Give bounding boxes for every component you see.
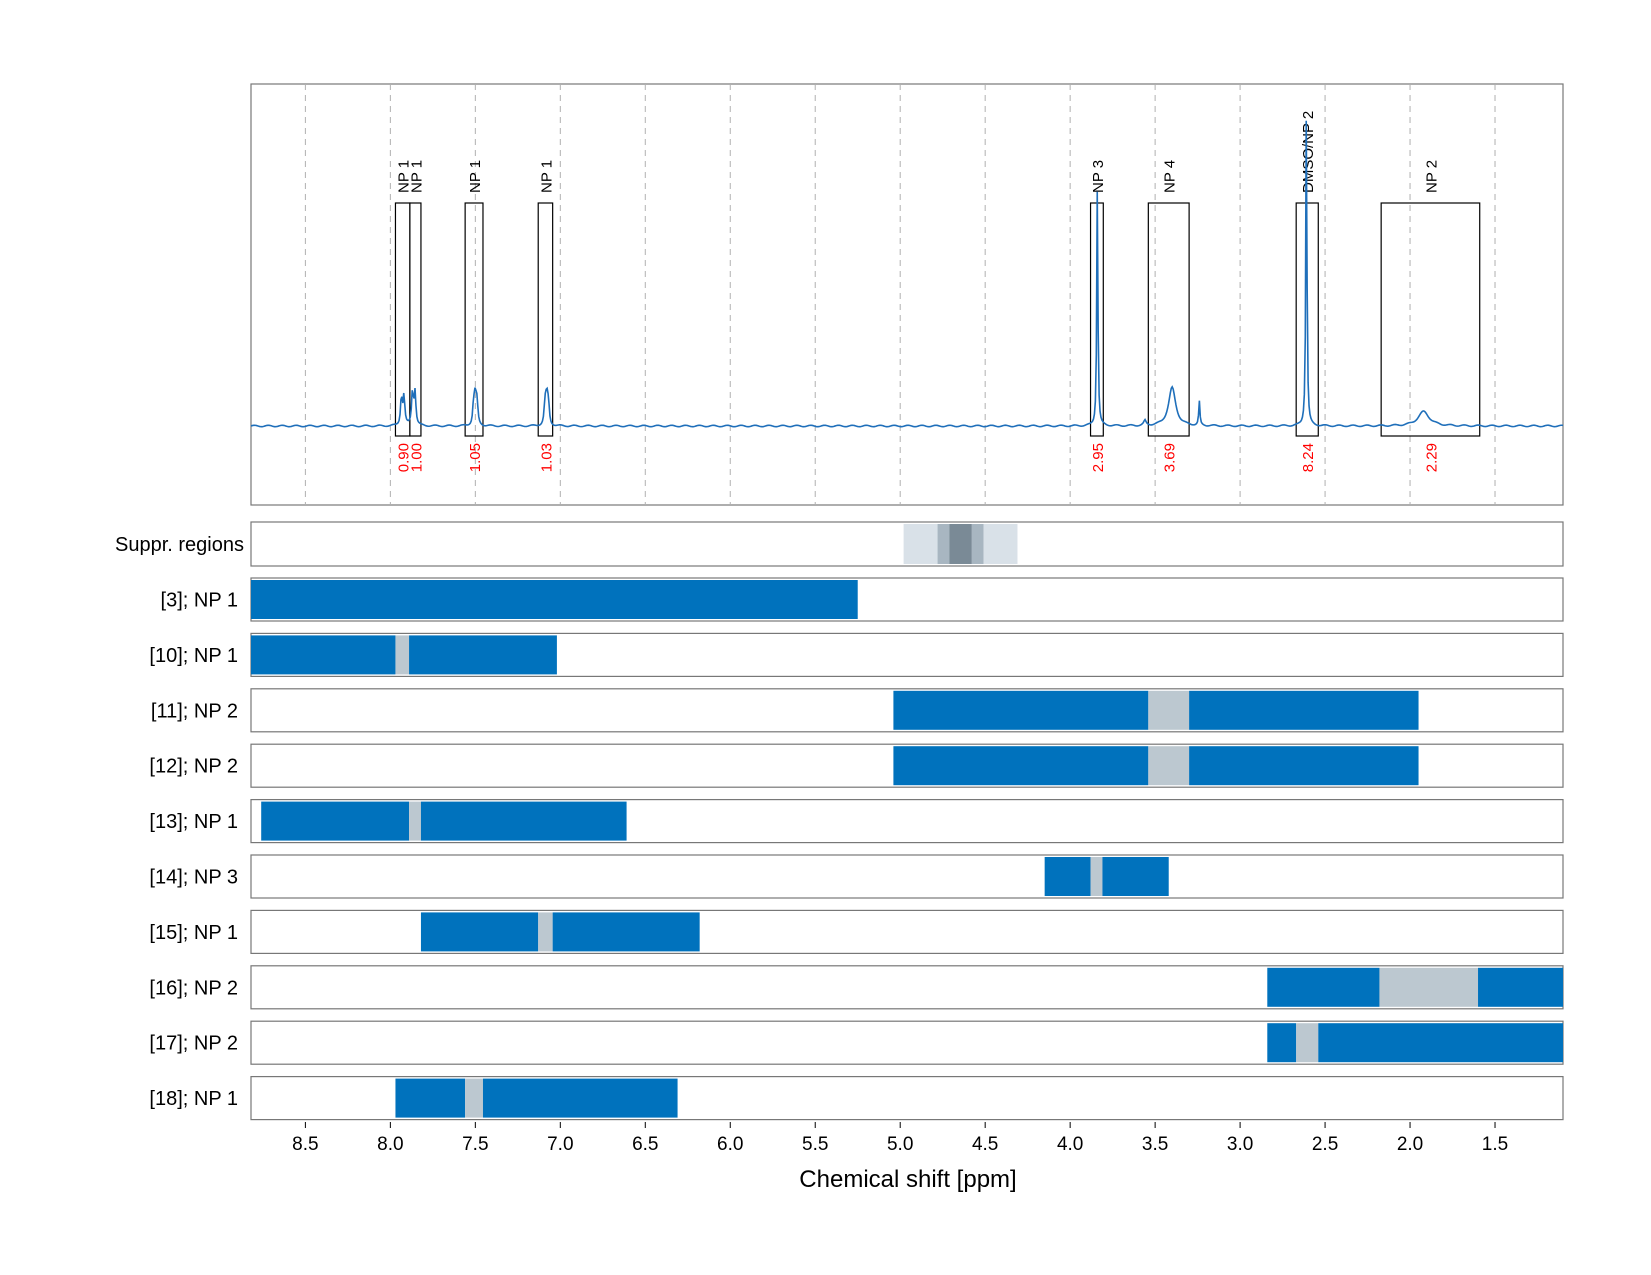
spectrum-line (250, 120, 1564, 428)
interval-gap (1090, 857, 1103, 896)
region-integral: 2.95 (1090, 443, 1107, 472)
interval-segment (1478, 967, 1563, 1007)
row-label: [16]; NP 2 (149, 977, 238, 999)
region-integral: 1.03 (538, 443, 555, 472)
suppr-band (949, 524, 972, 564)
region-box (1147, 202, 1190, 437)
suppression-regions-panel: Suppr. regions (115, 521, 1564, 567)
region-integral: 2.29 (1423, 443, 1440, 472)
interval-row: [13]; NP 1 (149, 798, 1564, 844)
interval-segment (1318, 1023, 1563, 1063)
interval-gap (1148, 746, 1190, 786)
row-label: [18]; NP 1 (149, 1088, 238, 1110)
interval-segment (261, 801, 410, 841)
interval-gap (538, 912, 553, 952)
region-integral: 3.69 (1162, 443, 1179, 472)
interval-row: [15]; NP 1 (149, 909, 1564, 955)
row-label: [17]; NP 2 (149, 1033, 238, 1055)
interval-row: [16]; NP 2 (149, 965, 1564, 1010)
interval-row: [3]; NP 1 (161, 577, 1564, 622)
row-label: [13]; NP 1 (149, 811, 238, 833)
suppr-label: Suppr. regions (115, 534, 244, 556)
region-label: NP 1 (467, 160, 484, 193)
region-box (464, 202, 484, 437)
interval-row: [10]; NP 1 (149, 632, 1564, 678)
interval-segment (409, 635, 557, 675)
interval-segment (1102, 857, 1169, 896)
spectrum-panel: NP 1 0.90 NP 1 1.00 NP 1 1.05 NP 1 1.03 NP 3 2.95… (250, 83, 1564, 506)
interval-segment (1267, 1023, 1297, 1063)
interval-segment (251, 635, 396, 675)
x-tick-label: 5.5 (802, 1134, 828, 1155)
region-label: NP 4 (1162, 160, 1179, 193)
interval-row: [12]; NP 2 (149, 743, 1564, 788)
row-label: [10]; NP 1 (149, 645, 238, 667)
x-tick-label: 4.0 (1057, 1134, 1083, 1155)
spectrum-frame (250, 83, 1564, 506)
interval-segment (1189, 746, 1419, 786)
x-tick-label: 2.0 (1397, 1134, 1423, 1155)
x-tick-label: 1.5 (1482, 1134, 1508, 1155)
region-label: NP 3 (1090, 160, 1107, 193)
interval-segment (482, 1078, 678, 1118)
region-integral: 0.90 (396, 443, 413, 472)
interval-rows-panel: [3]; NP 1 [10]; NP 1 [11]; NP 2 [12]; NP 2 [… (149, 577, 1564, 1121)
row-frame (250, 854, 1564, 899)
region-integral: 8.24 (1300, 443, 1317, 472)
interval-segment (893, 690, 1149, 730)
x-axis-label: Chemical shift [ppm] (799, 1166, 1016, 1193)
interval-segment (552, 912, 700, 952)
interval-gap (409, 801, 421, 841)
interval-gap (395, 635, 410, 675)
x-tick-label: 8.5 (292, 1134, 318, 1155)
region-label: NP 1 (396, 160, 413, 193)
interval-row: [17]; NP 2 (149, 1020, 1564, 1065)
row-label: [14]; NP 3 (149, 867, 238, 889)
interval-gap (1148, 690, 1190, 730)
interval-row: [14]; NP 3 (149, 854, 1564, 899)
x-tick-label: 3.5 (1142, 1134, 1168, 1155)
interval-segment (1189, 690, 1419, 730)
x-tick-label: 8.0 (377, 1134, 403, 1155)
x-tick-label: 3.0 (1227, 1134, 1253, 1155)
interval-row: [18]; NP 1 (149, 1075, 1564, 1121)
interval-gap (1379, 967, 1479, 1007)
x-tick-label: 7.0 (547, 1134, 573, 1155)
interval-segment (1267, 967, 1380, 1007)
interval-segment (251, 580, 858, 619)
x-axis: 8.5 8.0 7.5 7.0 6.5 6.0 5.5 5.0 4.5 4.0 3.5 3.0 2.5 2… (292, 1122, 1508, 1155)
row-label: [12]; NP 2 (149, 756, 238, 778)
region-integral: 1.00 (408, 443, 425, 472)
region-box (1380, 202, 1481, 437)
x-tick-label: 4.5 (972, 1134, 998, 1155)
interval-segment (1044, 857, 1091, 896)
row-label: [15]; NP 1 (149, 922, 238, 944)
x-tick-label: 2.5 (1312, 1134, 1338, 1155)
region-label: NP 1 (538, 160, 555, 193)
x-tick-label: 7.5 (462, 1134, 488, 1155)
interval-gap (465, 1078, 483, 1118)
region-box (537, 202, 554, 437)
region-integral: 1.05 (467, 443, 484, 472)
interval-row: [11]; NP 2 (151, 688, 1564, 733)
row-label: [3]; NP 1 (161, 590, 238, 612)
interval-segment (893, 746, 1149, 786)
region-label: NP 2 (1423, 160, 1440, 193)
x-tick-label: 6.5 (632, 1134, 658, 1155)
interval-segment (395, 1078, 466, 1118)
interval-segment (420, 912, 539, 952)
x-tick-label: 6.0 (717, 1134, 743, 1155)
interval-gap (1296, 1023, 1319, 1063)
x-tick-label: 5.0 (887, 1134, 913, 1155)
region-label: NP 1 (408, 160, 425, 193)
row-label: [11]; NP 2 (151, 700, 238, 722)
interval-segment (420, 801, 627, 841)
region-label: DMSO/NP 2 (1300, 111, 1317, 193)
region-box (409, 202, 422, 437)
